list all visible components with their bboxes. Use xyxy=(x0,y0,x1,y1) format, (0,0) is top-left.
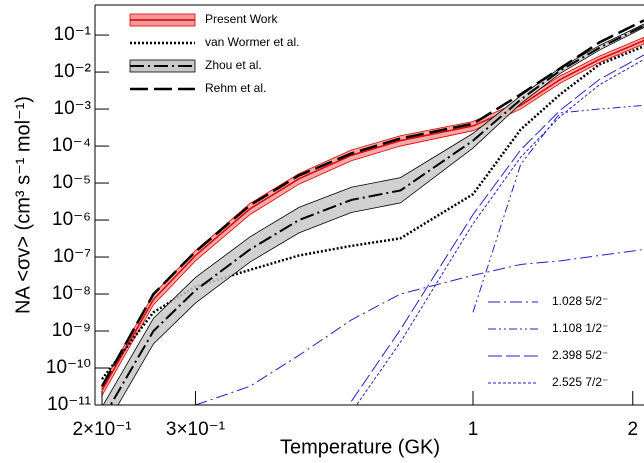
rate-line xyxy=(101,39,644,391)
legend-label: 1.028 5/2⁻ xyxy=(552,294,608,308)
x-tick-label: 2 xyxy=(627,419,638,440)
y-tick-label: 10⁻⁹ xyxy=(52,320,91,341)
legend-label: 2.525 7/2⁻ xyxy=(552,375,608,389)
y-tick-label: 10⁻⁵ xyxy=(52,172,91,193)
y-axis-label: NA <σv> (cm³ s⁻¹ mol⁻¹) xyxy=(12,96,34,314)
y-tick-label: 10⁻² xyxy=(54,61,92,82)
uncertainty-band xyxy=(102,23,644,405)
x-tick-label: 1 xyxy=(468,419,479,440)
rate-line xyxy=(109,24,644,405)
plot-area xyxy=(100,19,644,405)
legend-label: Rehm et al. xyxy=(205,81,266,95)
rate-line xyxy=(195,248,644,405)
rate-line xyxy=(355,58,644,405)
y-tick-label: 10⁻¹ xyxy=(54,24,92,45)
y-tick-label: 10⁻⁸ xyxy=(52,283,91,304)
y-tick-label: 10⁻¹⁰ xyxy=(46,357,91,378)
x-tick-label: 2×10⁻¹ xyxy=(72,419,131,440)
legend-label: Zhou et al. xyxy=(205,58,262,72)
x-tick-label: 3×10⁻¹ xyxy=(166,419,225,440)
legend-label: Present Work xyxy=(205,12,278,26)
uncertainty-band xyxy=(101,36,644,398)
y-tick-label: 10⁻¹¹ xyxy=(47,394,91,415)
rate-line xyxy=(350,54,644,402)
y-tick-label: 10⁻⁶ xyxy=(52,209,91,230)
rate-line xyxy=(100,19,644,387)
legend-label: 1.108 1/2⁻ xyxy=(552,321,608,335)
y-tick-label: 10⁻⁴ xyxy=(52,135,91,156)
legend-label: 2.398 5/2⁻ xyxy=(552,348,608,362)
x-axis-label: Temperature (GK) xyxy=(280,436,440,458)
legend-label: van Wormer et al. xyxy=(205,35,299,49)
rate-line xyxy=(472,104,644,313)
y-tick-label: 10⁻³ xyxy=(54,98,92,119)
y-tick-label: 10⁻⁷ xyxy=(53,246,91,267)
